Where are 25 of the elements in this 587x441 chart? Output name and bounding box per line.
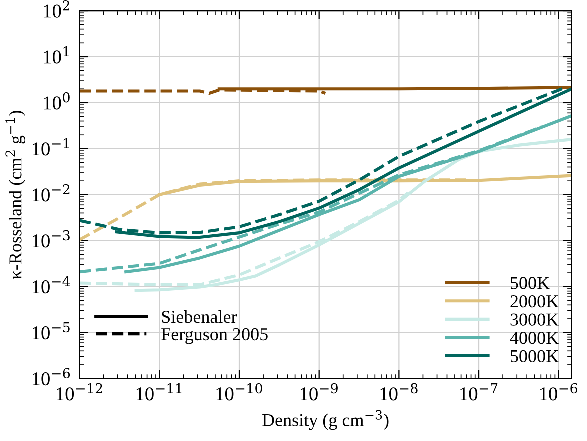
y-tick-label: 10$^{1}$ <box>44 46 69 64</box>
legend-label: 3000K <box>510 314 559 326</box>
y-tick-label: 10$^{0}$ <box>44 92 70 110</box>
x-tick-label: 10$^{−12}$ <box>57 383 102 401</box>
annotation: Siebenaler <box>162 310 238 324</box>
y-axis-title: κ-Rosseland (cm$^{2}$ g$^{−1}$) <box>6 111 26 280</box>
legend-label: 4000K <box>510 332 559 344</box>
x-tick-label: 10$^{−11}$ <box>136 383 182 401</box>
x-tick-label: 10$^{−7}$ <box>460 384 498 401</box>
x-tick-label: 10$^{−10}$ <box>216 383 262 401</box>
x-tick-label: 10$^{−6}$ <box>540 383 578 401</box>
x-tick-label: 10$^{−8}$ <box>380 383 418 401</box>
x-axis-title: Density (g cm$^{−3}$) <box>262 410 389 430</box>
legend-label: 5000K <box>511 350 559 363</box>
y-tick-label: 10$^{−6}$ <box>32 368 70 386</box>
y-tick-label: 10$^{−3}$ <box>32 230 70 248</box>
annotation: Ferguson 2005 <box>162 328 268 344</box>
x-tick-label: 10$^{−9}$ <box>300 383 338 401</box>
y-tick-label: 10$^{−4}$ <box>32 276 70 294</box>
legend-label: 2000K <box>510 295 559 308</box>
y-tick-label: 10$^{2}$ <box>44 0 70 18</box>
legend-label: 500K <box>511 277 550 290</box>
y-tick-label: 10$^{−1}$ <box>32 138 69 156</box>
y-tick-label: 10$^{−2}$ <box>32 184 70 202</box>
y-tick-label: 10$^{−5}$ <box>32 322 70 340</box>
